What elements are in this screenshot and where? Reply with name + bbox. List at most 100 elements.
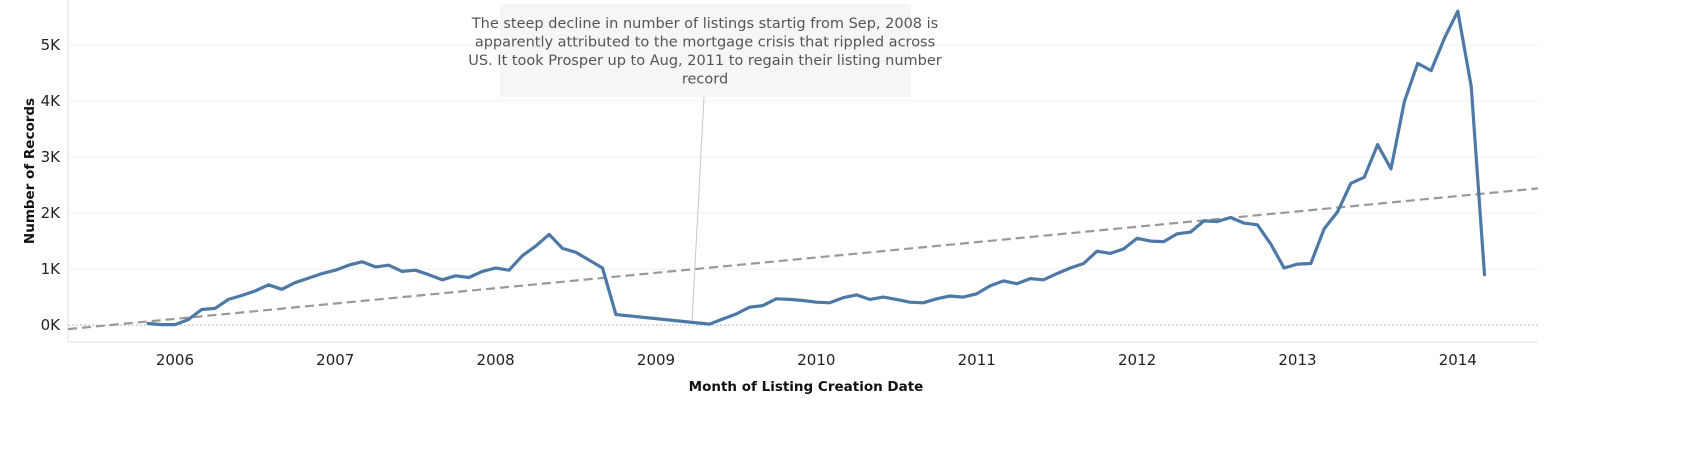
data-point	[788, 297, 792, 301]
data-point	[213, 306, 217, 310]
data-point	[1296, 262, 1299, 266]
data-point	[427, 273, 431, 277]
data-point	[200, 308, 204, 311]
x-tick-label: 2008	[477, 351, 515, 369]
data-point	[1322, 227, 1326, 231]
data-point	[494, 266, 498, 270]
data-point	[895, 297, 898, 301]
data-point	[1122, 247, 1126, 251]
data-point	[454, 274, 457, 278]
data-point	[814, 300, 818, 304]
data-point	[467, 276, 471, 279]
data-point	[1135, 236, 1139, 240]
data-point	[748, 305, 751, 309]
data-point	[186, 318, 190, 321]
data-point	[948, 294, 952, 298]
data-point	[601, 266, 604, 270]
data-point	[1042, 278, 1045, 282]
data-point	[280, 287, 284, 291]
data-points	[146, 9, 1486, 327]
annotation-text-line: record	[682, 72, 728, 88]
data-point	[1416, 61, 1420, 65]
data-point	[761, 304, 765, 307]
data-point	[868, 297, 872, 301]
y-tick-label: 3K	[41, 148, 62, 166]
y-tick-label: 4K	[41, 92, 62, 110]
x-tick-label: 2009	[637, 351, 675, 369]
annotation: The steep decline in number of listings …	[468, 4, 942, 97]
data-point	[1362, 175, 1366, 179]
data-point	[1402, 100, 1406, 103]
x-tick-label: 2010	[797, 351, 835, 369]
data-point	[1175, 232, 1179, 236]
y-axis-title: Number of Records	[22, 98, 38, 244]
data-point	[614, 313, 618, 316]
x-tick-label: 2014	[1439, 351, 1477, 369]
data-point	[1376, 143, 1380, 147]
y-tick-label: 0K	[41, 316, 62, 334]
data-point	[1456, 9, 1460, 13]
data-point	[293, 281, 297, 284]
annotation-text-line: The steep decline in number of listings …	[471, 16, 938, 32]
data-point	[1336, 210, 1339, 214]
data-point	[1215, 220, 1219, 223]
data-point	[400, 269, 404, 273]
y-tick-label: 2K	[41, 204, 62, 222]
data-point	[1309, 262, 1313, 265]
data-point	[1002, 279, 1005, 283]
data-point	[587, 258, 591, 262]
data-point	[1255, 223, 1259, 227]
trend-line	[67, 187, 1539, 331]
x-tick-label: 2011	[958, 351, 996, 369]
data-point	[347, 263, 351, 267]
data-point	[146, 322, 150, 325]
data-point	[921, 301, 925, 305]
x-tick-label: 2012	[1118, 351, 1156, 369]
data-point	[1349, 181, 1353, 185]
data-point	[1028, 277, 1032, 281]
x-axis: 2006 2007 2008 2009 2010 2011 2012 2013 2014	[156, 351, 1477, 369]
data-point	[961, 295, 965, 299]
data-point	[828, 301, 832, 305]
x-tick-label: 2013	[1278, 351, 1316, 369]
data-point	[1108, 252, 1112, 255]
data-point	[387, 263, 391, 267]
data-point	[1202, 219, 1206, 223]
data-point	[1189, 230, 1192, 234]
data-point	[1229, 216, 1233, 219]
data-point	[561, 246, 564, 250]
annotation-box	[500, 4, 911, 97]
data-point	[1282, 266, 1286, 270]
data-point	[267, 283, 270, 287]
y-tick-label: 1K	[41, 260, 62, 278]
data-point	[507, 268, 511, 272]
annotation-text: The steep decline in number of listings …	[468, 16, 942, 88]
data-point	[855, 293, 858, 297]
data-point	[988, 284, 992, 288]
data-point	[1149, 239, 1152, 243]
data-point	[1469, 84, 1473, 88]
data-point	[1443, 36, 1446, 40]
data-point	[881, 295, 885, 299]
data-point	[333, 268, 337, 272]
y-tick-label: 5K	[41, 36, 62, 54]
data-point	[721, 317, 725, 321]
data-point	[1483, 273, 1486, 277]
data-point	[975, 292, 979, 296]
data-point	[1242, 221, 1246, 225]
data-point	[1389, 167, 1393, 171]
x-axis-title: Month of Listing Creation Date	[689, 379, 924, 395]
data-point	[1015, 282, 1019, 286]
data-point	[414, 268, 417, 272]
data-point	[547, 232, 551, 236]
data-point	[1055, 272, 1059, 275]
data-point	[173, 323, 177, 327]
data-point	[360, 260, 364, 264]
data-point	[253, 289, 257, 293]
data-point	[160, 323, 163, 327]
data-point	[734, 312, 738, 316]
data-point	[908, 300, 912, 304]
data-point	[935, 297, 939, 301]
data-point	[534, 244, 538, 248]
